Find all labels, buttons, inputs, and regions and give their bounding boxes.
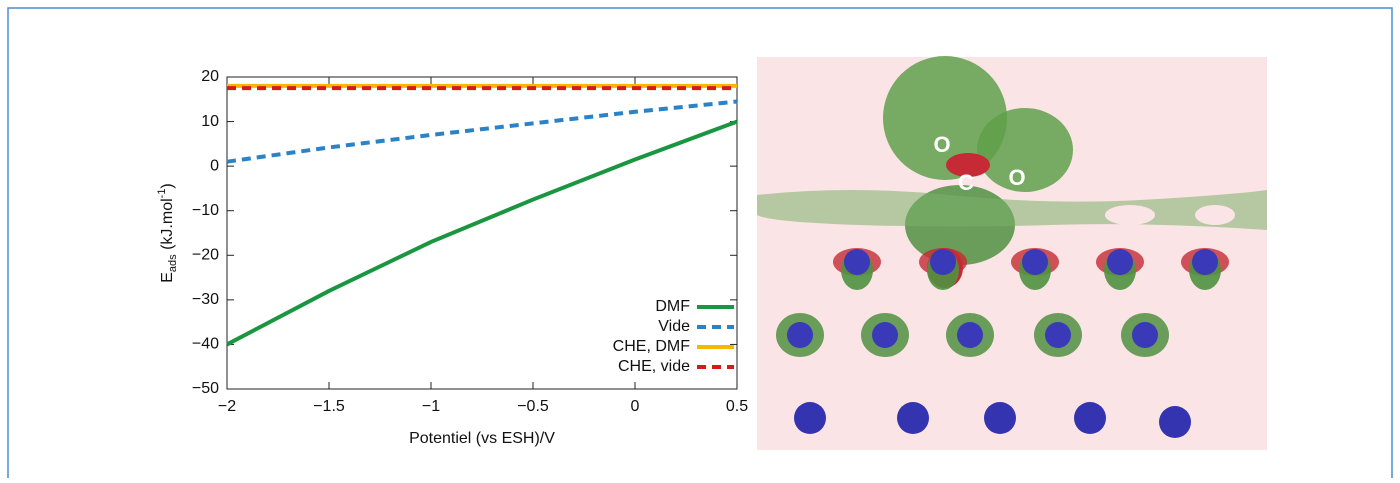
y-tick-label: −40: [192, 336, 219, 353]
y-tick-label: 10: [201, 113, 219, 130]
atoms: OC O: [776, 132, 1229, 438]
atom: [1107, 249, 1133, 275]
y-tick-label: −10: [192, 202, 219, 219]
y-axis-label-part: ): [159, 183, 176, 188]
atom: [1159, 406, 1191, 438]
density-blob: [946, 153, 990, 177]
legend-label: DMF: [655, 298, 690, 315]
x-tick-label: −0.5: [517, 398, 549, 415]
surface-hole: [1105, 205, 1155, 225]
atom: [984, 402, 1016, 434]
x-tick-label: −1: [422, 398, 440, 415]
density-blob: [883, 56, 1007, 180]
plot-frame: [226, 76, 738, 390]
legend-label: CHE, vide: [618, 358, 690, 375]
atom: [787, 322, 813, 348]
density-blob: [977, 108, 1073, 192]
y-tick-label: 0: [210, 157, 219, 174]
y-axis-label: Eads (kJ.mol-1): [156, 183, 179, 283]
atom: [872, 322, 898, 348]
atom: [957, 322, 983, 348]
y-tick-label: −50: [192, 380, 219, 397]
atom: [1045, 322, 1071, 348]
x-tick-label: 0.5: [726, 398, 748, 415]
y-tick-label: 20: [201, 68, 219, 85]
legend-label: Vide: [658, 318, 690, 335]
atom: [1192, 249, 1218, 275]
x-tick-label: 0: [631, 398, 640, 415]
atom: [1132, 322, 1158, 348]
series-line: [226, 99, 738, 164]
legend-label: CHE, DMF: [613, 338, 691, 355]
atom: [930, 249, 956, 275]
y-axis-label-part: E: [159, 272, 176, 283]
x-axis-label: Potentiel (vs ESH)/V: [409, 430, 555, 447]
y-axis-label-part: ads: [167, 254, 179, 272]
series-line: [226, 119, 738, 347]
atom-label: C: [958, 170, 974, 195]
atom: [1022, 249, 1048, 275]
x-tick-label: −1.5: [313, 398, 345, 415]
atom-label: O: [1008, 165, 1025, 190]
atom-label: O: [933, 132, 950, 157]
y-tick-label: −30: [192, 291, 219, 308]
y-axis-label-part: (kJ.mol: [159, 198, 176, 254]
atom: [1074, 402, 1106, 434]
x-tick-label: −2: [218, 398, 236, 415]
y-tick-label: −20: [192, 247, 219, 264]
surface-hole: [1195, 205, 1235, 225]
atom: [794, 402, 826, 434]
molecule-render: OC O: [757, 56, 1267, 450]
y-axis-label-part: -1: [156, 189, 168, 199]
atom: [897, 402, 929, 434]
atom: [844, 249, 870, 275]
frame: [7, 7, 1393, 478]
